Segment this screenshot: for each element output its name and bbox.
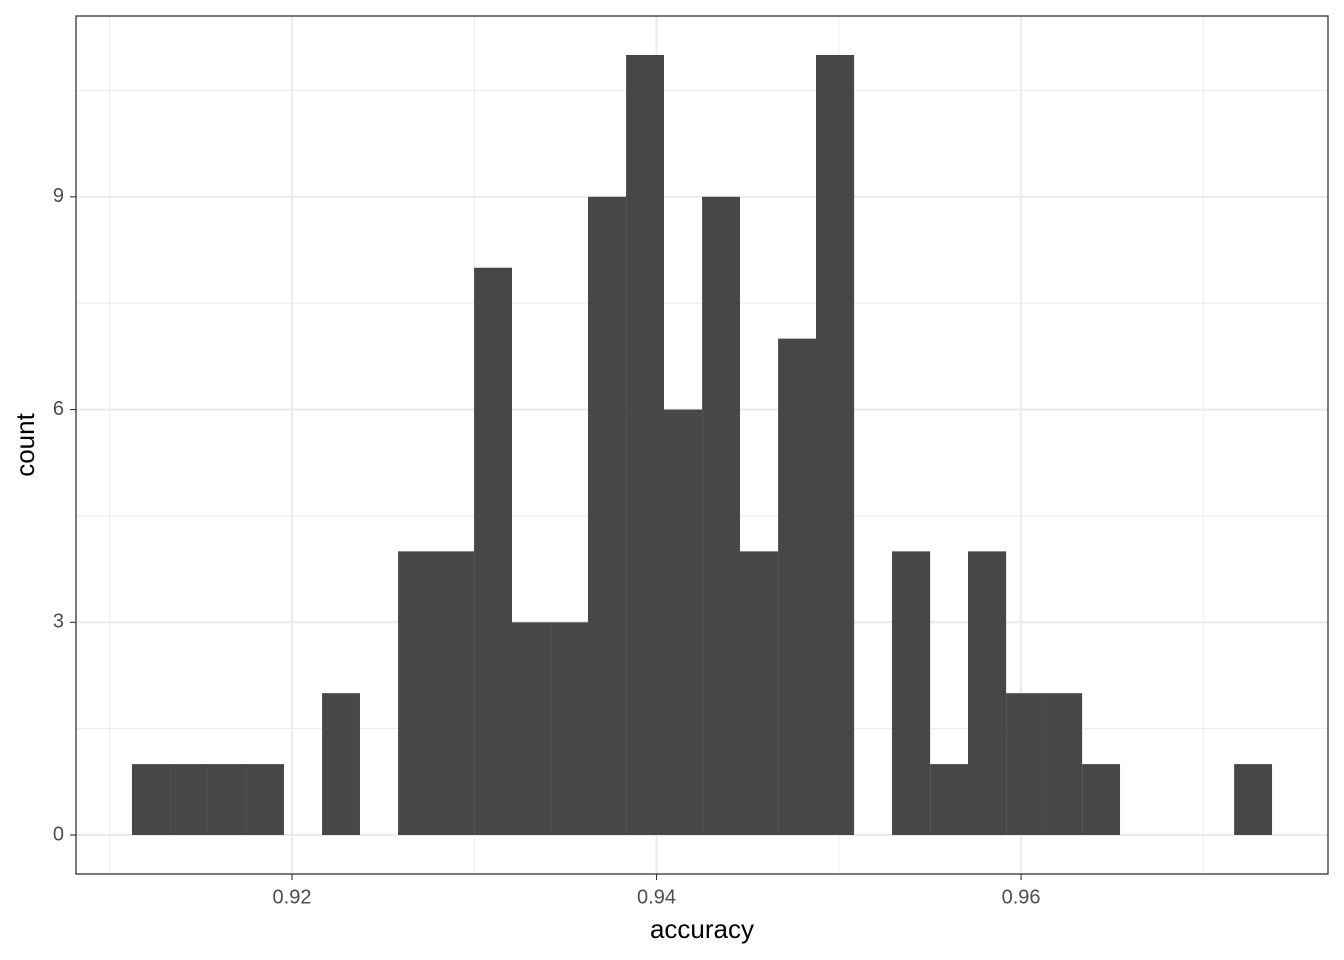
x-tick-label: 0.94 <box>637 886 676 908</box>
bar <box>1006 693 1045 835</box>
x-tick-label: 0.92 <box>273 886 312 908</box>
bar <box>816 55 855 835</box>
panel-border <box>75 15 1329 875</box>
bar <box>1234 764 1273 835</box>
bar <box>740 551 779 835</box>
bar <box>246 764 284 835</box>
bar <box>968 551 1007 835</box>
bar <box>587 196 627 835</box>
bar <box>170 764 208 835</box>
bar <box>474 267 512 835</box>
bar <box>1082 764 1121 835</box>
bar <box>435 551 475 835</box>
x-axis-label: accuracy <box>650 914 754 944</box>
bar <box>1044 693 1083 835</box>
bar <box>550 622 588 835</box>
bar <box>511 622 551 835</box>
bar <box>663 409 703 835</box>
y-axis-label: count <box>10 412 40 476</box>
y-tick-label: 9 <box>53 185 64 207</box>
y-tick-label: 0 <box>53 823 64 845</box>
bar <box>626 55 664 835</box>
bar <box>131 764 171 835</box>
bar <box>778 338 817 835</box>
bar <box>892 551 931 835</box>
bar <box>702 196 741 835</box>
bar <box>930 764 969 835</box>
bar <box>322 693 360 835</box>
bar <box>207 764 247 835</box>
bar <box>398 551 436 835</box>
x-tick-label: 0.96 <box>1002 886 1041 908</box>
y-tick-label: 3 <box>53 611 64 633</box>
y-tick-label: 6 <box>53 398 64 420</box>
